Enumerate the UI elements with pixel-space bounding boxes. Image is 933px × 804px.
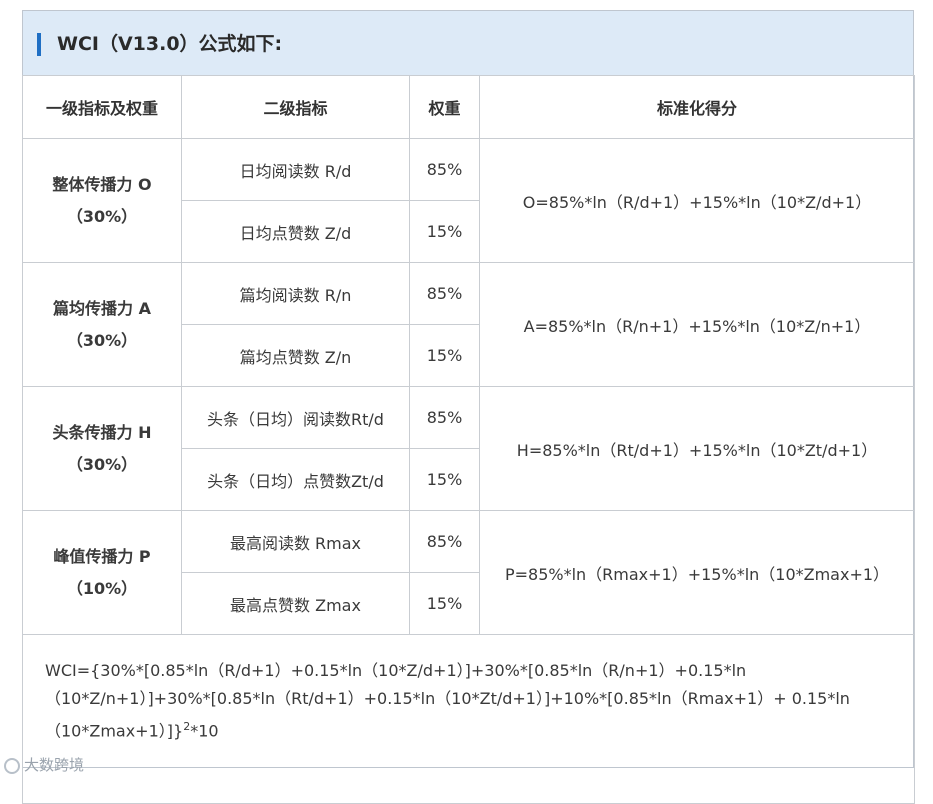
- watermark-text: 大数跨境: [24, 756, 85, 774]
- level2-label: 日均点赞数 Z/d: [181, 200, 410, 263]
- table-row: 峰值传播力 P （10%） 最高阅读数 Rmax 85% P=85%*ln（Rm…: [22, 510, 915, 635]
- level1-name: 峰值传播力 P: [53, 546, 151, 566]
- panel-title: WCI（V13.0）公式如下:: [57, 33, 283, 55]
- header-level1: 一级指标及权重: [22, 75, 182, 139]
- header-score: 标准化得分: [479, 75, 915, 139]
- score-formula: P=85%*ln（Rmax+1）+15%*ln（10*Zmax+1）: [479, 510, 915, 635]
- table-row: 头条传播力 H （30%） 头条（日均）阅读数Rt/d 85% H=85%*ln…: [22, 386, 915, 511]
- summary-main: WCI={30%*[0.85*ln（R/d+1）+0.15*ln（10*Z/d+…: [45, 661, 850, 741]
- wci-table: 一级指标及权重 二级指标 权重 标准化得分 整体传播力 O （30%） 日均阅读…: [22, 75, 915, 804]
- wci-summary-formula: WCI={30%*[0.85*ln（R/d+1）+0.15*ln（10*Z/d+…: [22, 634, 915, 804]
- watermark: 大数跨境: [4, 754, 84, 775]
- level1-average: 篇均传播力 A （30%）: [22, 262, 182, 387]
- level2-weight: 85%: [409, 138, 480, 201]
- level2-label: 头条（日均）点赞数Zt/d: [181, 448, 410, 511]
- title-accent-bar: [37, 33, 41, 56]
- level2-weight: 15%: [409, 448, 480, 511]
- table-row: 篇均传播力 A （30%） 篇均阅读数 R/n 85% A=85%*ln（R/n…: [22, 262, 915, 387]
- header-weight: 权重: [409, 75, 480, 139]
- level2-label: 篇均点赞数 Z/n: [181, 324, 410, 387]
- header-level2: 二级指标: [181, 75, 410, 139]
- level1-name: 篇均传播力 A: [53, 298, 151, 318]
- level1-weight: （30%）: [66, 454, 138, 474]
- watermark-logo-icon: [4, 757, 20, 774]
- level2-weight: 15%: [409, 572, 480, 635]
- level1-weight: （10%）: [66, 578, 138, 598]
- score-formula: O=85%*ln（R/d+1）+15%*ln（10*Z/d+1）: [479, 138, 915, 263]
- level2-weight: 85%: [409, 262, 480, 325]
- table-row: 篇均点赞数 Z/n 15%: [23, 324, 915, 387]
- level2-label: 最高阅读数 Rmax: [181, 510, 410, 573]
- formula-panel: WCI（V13.0）公式如下: 一级指标及权重 二级指标 权重 标准化得分 整体…: [22, 10, 915, 804]
- table-row: 最高点赞数 Zmax 15%: [23, 572, 915, 635]
- summary-tail: *10: [190, 721, 219, 741]
- level2-weight: 85%: [409, 510, 480, 573]
- level2-weight: 85%: [409, 386, 480, 449]
- level1-overall: 整体传播力 O （30%）: [22, 138, 182, 263]
- table-row: 日均点赞数 Z/d 15%: [23, 200, 915, 263]
- level2-label: 日均阅读数 R/d: [181, 138, 410, 201]
- level1-weight: （30%）: [66, 206, 138, 226]
- level1-name: 头条传播力 H: [52, 422, 152, 442]
- table-row: 头条（日均）点赞数Zt/d 15%: [23, 448, 915, 511]
- score-formula: A=85%*ln（R/n+1）+15%*ln（10*Z/n+1）: [479, 262, 915, 387]
- summary-exponent: 2: [183, 720, 191, 733]
- level1-weight: （30%）: [66, 330, 138, 350]
- summary-row: WCI={30%*[0.85*ln（R/d+1）+0.15*ln（10*Z/d+…: [22, 634, 915, 804]
- level2-label: 篇均阅读数 R/n: [181, 262, 410, 325]
- score-formula: H=85%*ln（Rt/d+1）+15%*ln（10*Zt/d+1）: [479, 386, 915, 511]
- level2-weight: 15%: [409, 200, 480, 263]
- level1-headline: 头条传播力 H （30%）: [22, 386, 182, 511]
- header-row: 一级指标及权重 二级指标 权重 标准化得分: [22, 75, 915, 139]
- level2-label: 最高点赞数 Zmax: [181, 572, 410, 635]
- level2-label: 头条（日均）阅读数Rt/d: [181, 386, 410, 449]
- panel-header: WCI（V13.0）公式如下:: [23, 11, 913, 76]
- table-row: 整体传播力 O （30%） 日均阅读数 R/d 85% O=85%*ln（R/d…: [22, 138, 915, 263]
- level2-weight: 15%: [409, 324, 480, 387]
- level1-peak: 峰值传播力 P （10%）: [22, 510, 182, 635]
- level1-name: 整体传播力 O: [52, 174, 152, 194]
